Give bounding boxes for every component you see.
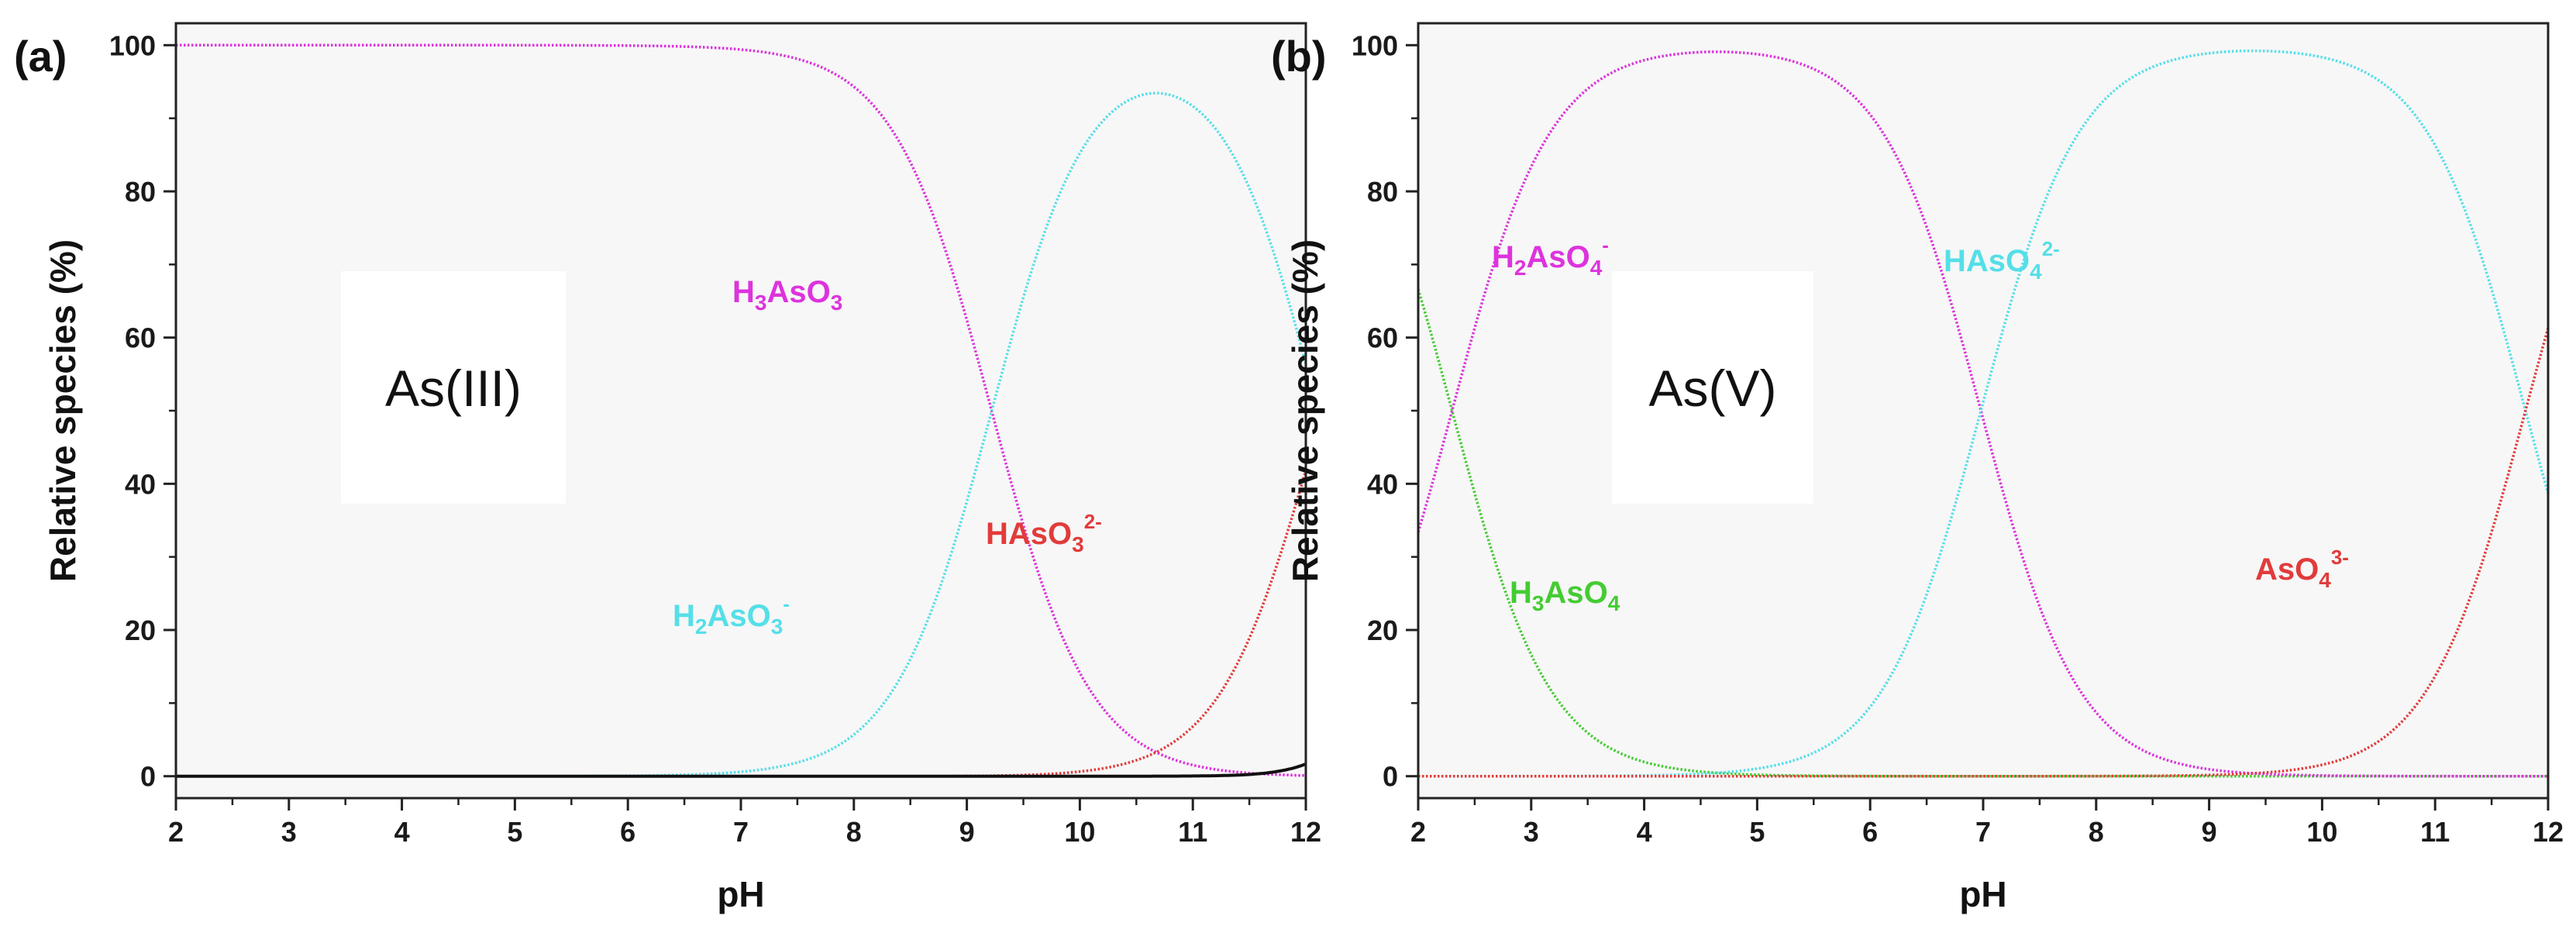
x-tick-label: 7	[1975, 816, 1991, 848]
x-tick-label: 8	[2089, 816, 2104, 848]
panel-label: (b)	[1271, 32, 1327, 81]
series-line-AsO3-3-	[176, 762, 1307, 778]
species-label: HAsO32-	[986, 510, 1102, 556]
x-tick-label: 12	[2533, 816, 2564, 848]
chart-panel-b: As(V) 2 3 4 5 6 7 8 9 10 11 12 0 20 40 60 80 100 pH Relativ…	[1271, 22, 2564, 914]
series-line-HAsO3-2-	[176, 470, 1307, 778]
series-line-H2AsO4-	[1417, 50, 2548, 778]
x-tick-label: 3	[1524, 816, 1539, 848]
panel-label: (a)	[14, 32, 67, 81]
x-axis-title: pH	[717, 874, 764, 914]
inset-box	[341, 271, 566, 504]
x-tick-label: 9	[2202, 816, 2217, 848]
species-label: AsO43-	[2255, 546, 2349, 592]
y-axis-title: Relative species (%)	[43, 239, 83, 582]
y-tick-label: 40	[125, 468, 156, 500]
x-tick-label: 10	[1064, 816, 1095, 848]
y-tick-label: 20	[1367, 614, 1398, 646]
y-tick-label: 80	[1367, 176, 1398, 208]
x-tick-label: 5	[507, 816, 522, 848]
y-tick-label: 100	[1352, 29, 1398, 61]
species-label: H2AsO3-	[673, 592, 790, 638]
species-label: HAsO42-	[1944, 237, 2060, 284]
x-tick-label: 8	[846, 816, 862, 848]
species-label: H3AsO3	[732, 275, 842, 315]
y-tick-label: 0	[1383, 761, 1398, 793]
x-tick-label: 2	[168, 816, 184, 848]
x-tick-label: 9	[959, 816, 975, 848]
x-axis-title: pH	[1959, 874, 2006, 914]
x-tick-label: 3	[281, 816, 297, 848]
plot-area	[1418, 23, 2548, 798]
x-tick-label: 2	[1410, 816, 1426, 848]
x-tick-label: 12	[1290, 816, 1321, 848]
inset-label: As(V)	[1649, 360, 1777, 417]
x-tick-label: 6	[620, 816, 635, 848]
x-tick-label: 4	[1637, 816, 1652, 848]
x-tick-label: 7	[733, 816, 749, 848]
y-tick-label: 100	[109, 29, 156, 61]
chart-panel-a: As(III) 2 3 4 5 6 7 8 9 10 11 12 0 20 40 60 80 100 pH Relat…	[14, 22, 1321, 914]
y-tick-label: 60	[1367, 322, 1398, 354]
x-tick-label: 6	[1862, 816, 1878, 848]
y-tick-label: 60	[125, 322, 156, 354]
x-tick-label: 10	[2306, 816, 2337, 848]
y-tick-label: 20	[125, 614, 156, 646]
y-tick-label: 80	[125, 176, 156, 208]
inset-label: As(III)	[385, 360, 522, 417]
x-tick-label: 11	[1178, 816, 1207, 848]
y-axis-title: Relative species (%)	[1285, 239, 1325, 582]
series-line-HAsO4-2-	[1418, 49, 2550, 778]
species-label: H2AsO4-	[1492, 233, 1609, 280]
y-tick-label: 40	[1367, 468, 1398, 500]
y-tick-label: 0	[140, 761, 156, 793]
species-label: H3AsO4	[1510, 576, 1620, 615]
x-tick-label: 4	[394, 816, 410, 848]
x-tick-label: 5	[1749, 816, 1765, 848]
x-tick-label: 11	[2420, 816, 2450, 848]
series-line-H3AsO3	[176, 43, 1307, 777]
inset-box	[1612, 271, 1813, 504]
